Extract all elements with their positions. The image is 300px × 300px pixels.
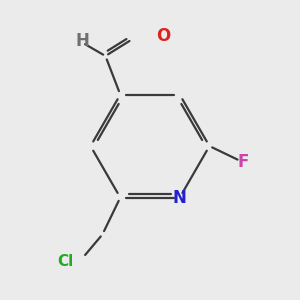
Text: Cl: Cl (58, 254, 74, 269)
Text: F: F (238, 153, 249, 171)
Text: O: O (156, 27, 170, 45)
Text: N: N (173, 189, 187, 207)
Text: H: H (76, 32, 90, 50)
